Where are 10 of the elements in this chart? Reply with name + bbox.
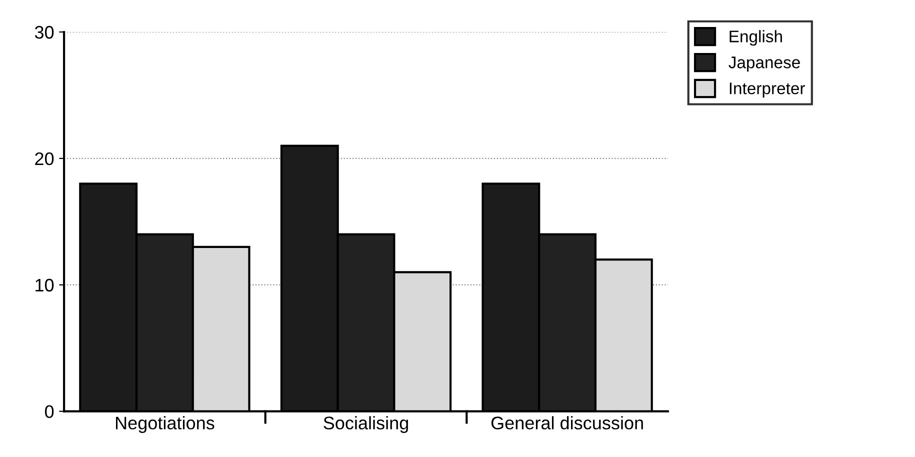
legend-label: English (730, 30, 782, 46)
y-tick-label: 20 (35, 152, 54, 166)
y-tick-label: 30 (34, 26, 54, 39)
legend-label: Japanese (728, 56, 800, 72)
x-tick-label: Socialising (324, 416, 408, 433)
x-tick-label: Negotiations (116, 416, 214, 433)
y-tick-label: 10 (36, 278, 54, 292)
y-tick-label: 0 (44, 405, 54, 418)
x-tick-label: General discussion (491, 416, 643, 430)
legend-label: Interpreter (730, 82, 805, 98)
